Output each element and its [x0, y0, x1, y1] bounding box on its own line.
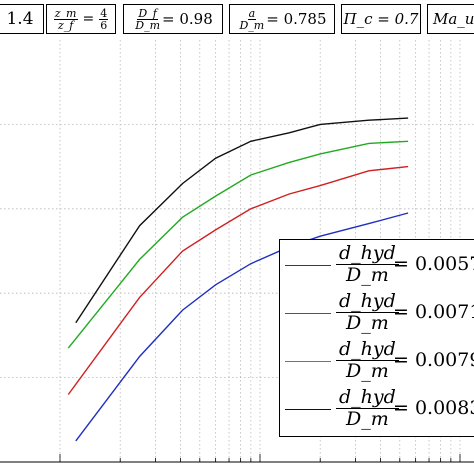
- legend-swatch: [285, 265, 331, 266]
- header-box-ma: Ma_u: [427, 4, 474, 34]
- header-box-pi: Π_c = 0.7: [341, 4, 421, 34]
- legend-item: d_hyd D_m = 0.0079: [280, 338, 474, 386]
- legend-numerator: d_hyd: [336, 387, 399, 409]
- header-box-df: D_f D_m = 0.98: [123, 4, 223, 34]
- a-num: a: [247, 6, 257, 20]
- a-frac: a D_m: [239, 8, 264, 31]
- legend-denominator: D_m: [346, 360, 389, 382]
- df-val: = 0.98: [162, 10, 213, 28]
- header-box-1: 1.4: [0, 4, 44, 34]
- pi-label: Π_c = 0.7: [343, 10, 419, 28]
- legend-fraction: d_hyd D_m: [336, 243, 399, 286]
- series-line-1: [75, 212, 409, 442]
- ma-label: Ma_u: [433, 10, 474, 28]
- legend-swatch: [285, 361, 331, 362]
- zm-den: z_f: [57, 18, 74, 32]
- legend-swatch: [285, 409, 331, 410]
- grid-lines: [0, 40, 474, 463]
- legend-value: = 0.0079: [393, 349, 474, 371]
- legend-denominator: D_m: [346, 264, 389, 286]
- zm-frac: z_m z_f: [53, 6, 78, 32]
- legend-denominator: D_m: [346, 312, 389, 334]
- a-val: = 0.785: [266, 10, 327, 28]
- legend-value: = 0.0071: [393, 301, 474, 323]
- series-line-2: [67, 165, 409, 395]
- legend-fraction: d_hyd D_m: [336, 291, 399, 334]
- zm-val-den: 6: [100, 18, 108, 32]
- a-den: D_m: [239, 18, 265, 32]
- series-lines: [67, 117, 409, 442]
- header-box-a: a D_m = 0.785: [229, 4, 335, 34]
- legend-value: = 0.0057: [393, 253, 474, 275]
- zm-val-num: 4: [99, 6, 109, 20]
- legend-numerator: d_hyd: [336, 291, 399, 313]
- legend-value: = 0.0083: [393, 397, 474, 419]
- zm-num: z_m: [53, 6, 78, 20]
- legend: d_hyd D_m = 0.0057 d_hyd D_m = 0.0071 d_hyd D_m…: [279, 239, 474, 437]
- legend-item: d_hyd D_m = 0.0071: [280, 290, 474, 338]
- legend-item: d_hyd D_m = 0.0057: [280, 242, 474, 290]
- df-num: D_f: [137, 6, 158, 20]
- legend-numerator: d_hyd: [336, 339, 399, 361]
- series-line-3: [67, 140, 409, 349]
- legend-swatch: [285, 313, 331, 314]
- series-line-4: [75, 117, 409, 324]
- legend-numerator: d_hyd: [336, 243, 399, 265]
- legend-fraction: d_hyd D_m: [336, 387, 399, 430]
- legend-fraction: d_hyd D_m: [336, 339, 399, 382]
- header-box-zm: z_m z_f = 4 6: [46, 4, 116, 34]
- zm-val-frac: 4 6: [99, 6, 109, 32]
- df-den: D_m: [135, 18, 160, 32]
- df-frac: D_f D_m: [135, 8, 160, 31]
- legend-item: d_hyd D_m = 0.0083: [280, 386, 474, 434]
- legend-denominator: D_m: [346, 408, 389, 430]
- header-box-1-text: 1.4: [6, 9, 34, 29]
